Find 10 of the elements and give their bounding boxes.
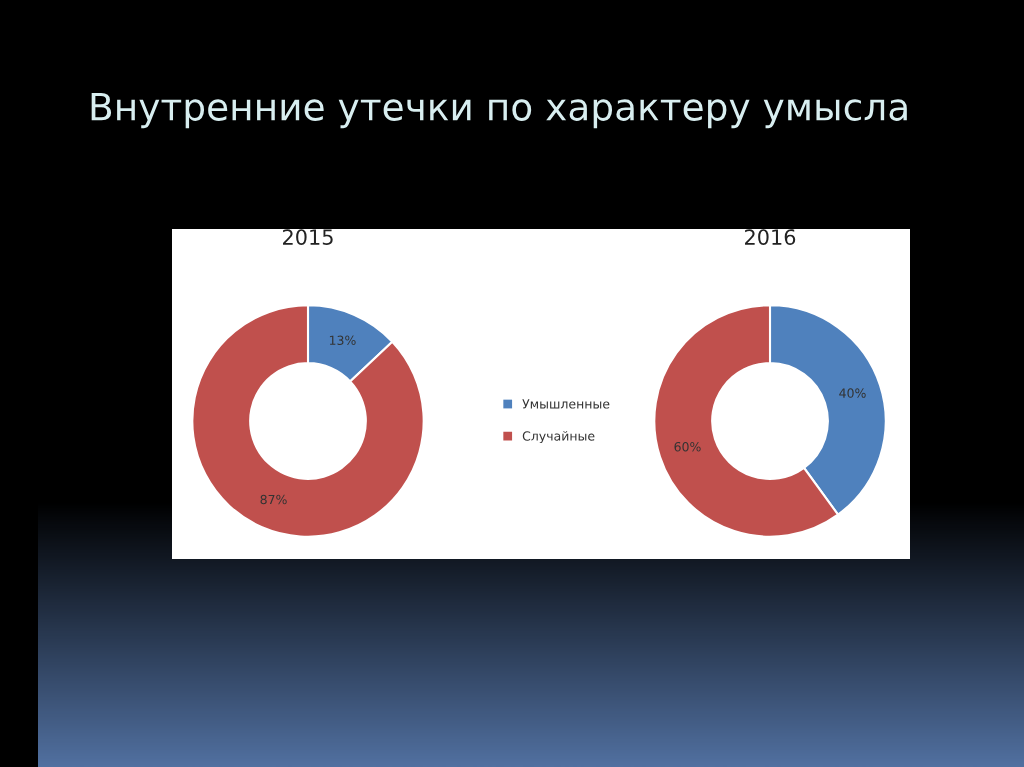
legend-label: Умышленные [522, 399, 610, 409]
data-label: 60% [674, 441, 701, 452]
chart-title: 2016 [745, 229, 796, 245]
text: Внутренние утечки по характеру умысла [91, 93, 907, 129]
legend-label: Случайные [522, 431, 595, 444]
data-label: 13% [329, 335, 356, 345]
data-label: 87% [260, 494, 287, 505]
donut-slice [191, 304, 425, 538]
data-label: 40% [839, 388, 866, 398]
chart-title: 2015 [283, 229, 333, 245]
